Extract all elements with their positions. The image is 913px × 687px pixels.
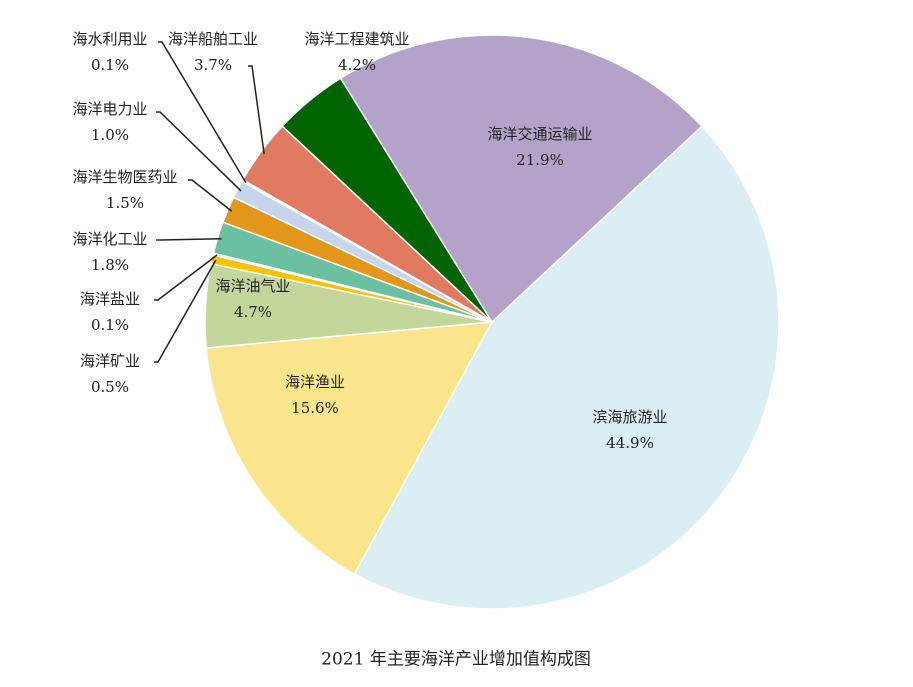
value-label: 1.8% [91,256,129,274]
pie [204,34,780,610]
slice-label: 海洋化工业 [72,230,147,248]
slice-label: 海水利用业 [72,30,147,48]
slice-label: 海洋电力业 [72,100,147,118]
slice-label: 海洋盐业 [80,290,140,308]
value-label: 1.5% [106,194,144,212]
labels: 滨海旅游业 44.9% 海洋渔业 15.6% 海洋油气业 4.7% 海洋矿业 0.5% 海洋盐业… [72,30,667,452]
leader-line [248,65,265,155]
value-label: 15.6% [291,399,339,417]
value-label: 4.2% [338,56,376,74]
leader-line [188,179,233,212]
pie-slice [339,34,703,324]
pie-slice [205,321,494,575]
slice-label: 海洋船舶工业 [168,30,258,48]
slice-label: 海洋生物医药业 [72,168,177,186]
leader-line [156,237,222,241]
value-label: 4.7% [234,303,272,321]
value-label: 0.5% [91,378,129,396]
value-label: 0.1% [91,316,129,334]
pie-slice [353,125,780,610]
slice-label: 海洋工程建筑业 [304,30,409,48]
slice-label: 海洋交通运输业 [487,125,592,143]
slice-label: 海洋油气业 [215,277,290,295]
leader-line [158,41,247,183]
leader-line [154,259,217,363]
slice-label: 海洋渔业 [285,373,345,391]
leader-line [156,111,242,192]
leader-line [154,254,218,301]
value-label: 3.7% [194,56,232,74]
chart-title: 2021 年主要海洋产业增加值构成图 [321,650,591,670]
slice-label: 海洋矿业 [80,352,140,370]
value-label: 1.0% [91,126,129,144]
value-label: 21.9% [516,151,564,169]
value-label: 0.1% [91,56,129,74]
slice-label: 滨海旅游业 [592,408,667,426]
value-label: 44.9% [606,434,654,452]
